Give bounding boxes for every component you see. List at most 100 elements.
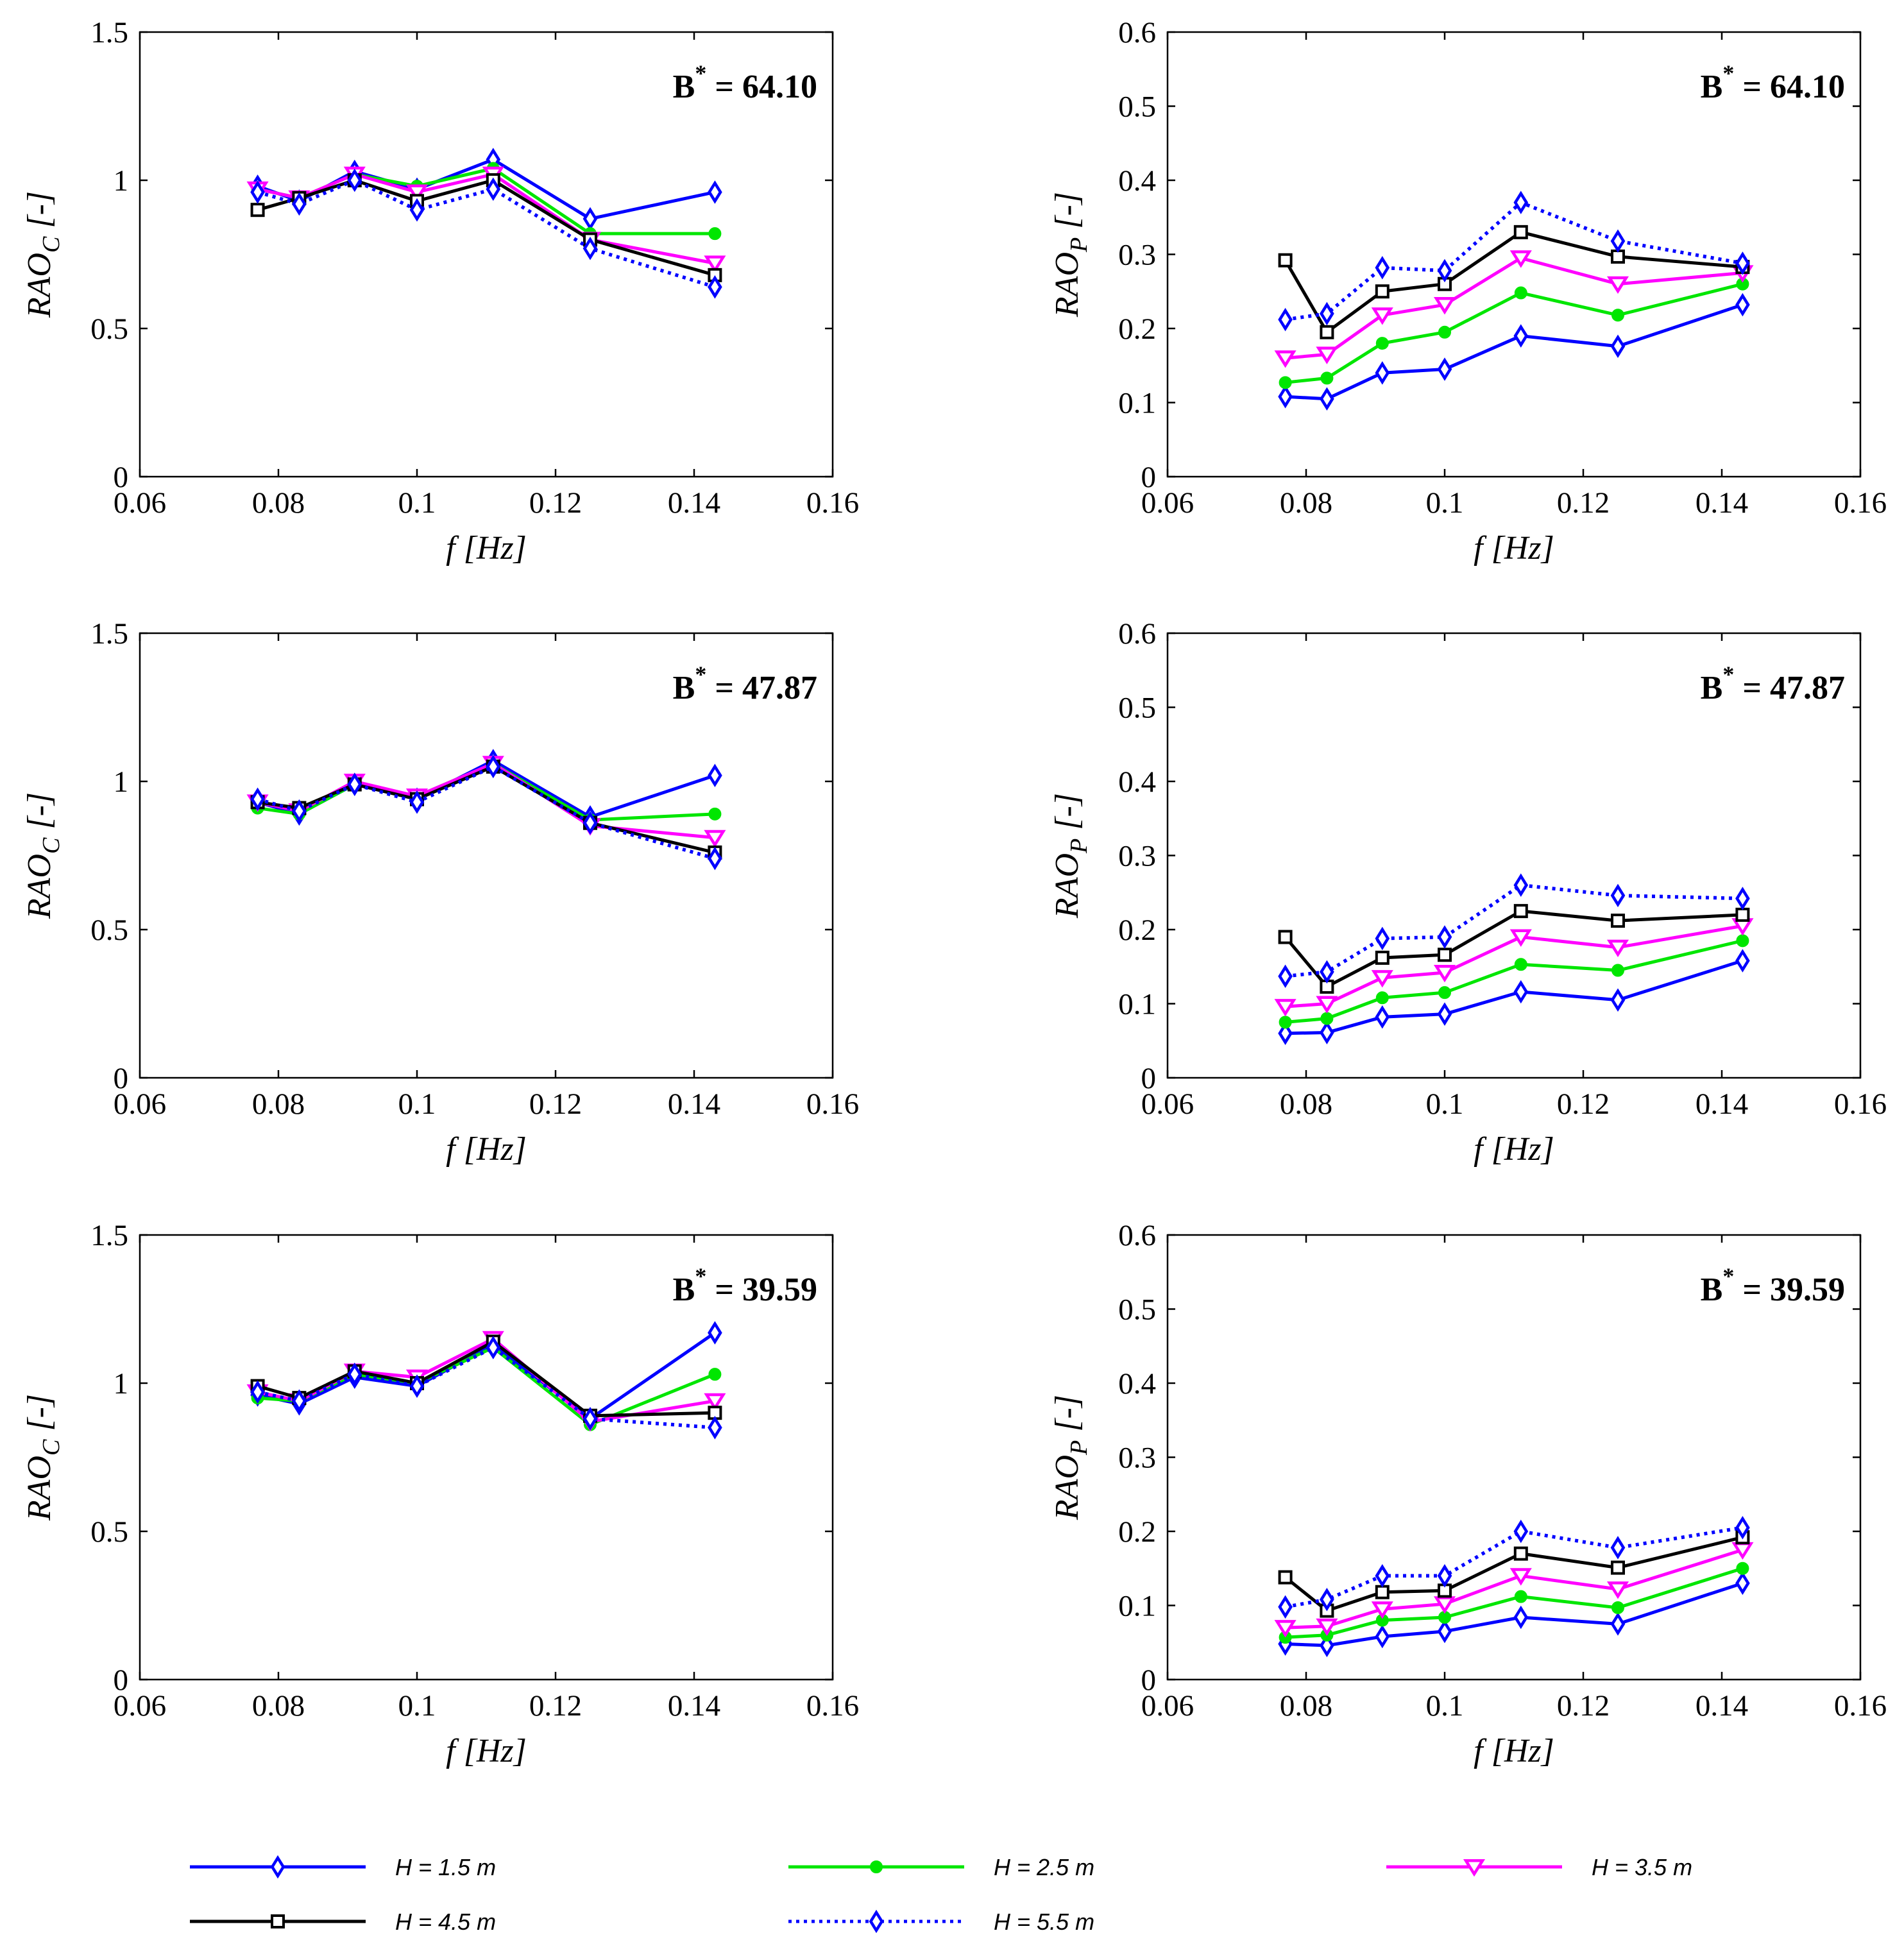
data-point <box>1736 934 1749 948</box>
data-point <box>250 203 265 217</box>
series-line <box>1285 1581 1744 1647</box>
x-tick-label: 0.06 <box>114 486 166 520</box>
data-point <box>1320 1021 1334 1044</box>
y-tick-label: 0 <box>114 1664 129 1697</box>
data-point <box>1320 371 1334 385</box>
data-point <box>1610 334 1626 358</box>
legend-marker <box>870 1860 883 1873</box>
y-tick-label: 0.3 <box>1118 239 1156 272</box>
data-point <box>409 1374 425 1398</box>
x-tick-label: 0.12 <box>529 486 582 520</box>
y-tick-label: 0.1 <box>1118 1590 1156 1623</box>
annotation-b: B <box>1701 69 1723 105</box>
series-line <box>1285 1526 1743 1609</box>
data-point <box>1274 999 1296 1017</box>
x-tick-label: 0.12 <box>1557 1087 1610 1121</box>
data-point <box>1375 1005 1390 1029</box>
legend-marker <box>271 1914 285 1928</box>
x-tick-label: 0.12 <box>529 1689 582 1723</box>
panel-annotation: B* = 64.10 <box>1701 60 1845 105</box>
data-point <box>1514 1590 1527 1603</box>
legend-item-1: H = 1.5 m <box>190 1854 496 1880</box>
axes-box <box>139 1234 834 1681</box>
series-h-5-5-m <box>250 754 722 871</box>
data-point <box>708 275 722 299</box>
data-point <box>1375 1624 1390 1649</box>
data-point <box>1438 948 1452 962</box>
y-label-main: RAO <box>21 253 58 318</box>
series-h-2-5-m <box>1279 277 1749 389</box>
data-point <box>1611 964 1624 977</box>
data-point <box>1610 1612 1626 1636</box>
data-point <box>1437 1619 1452 1644</box>
data-point <box>1375 991 1389 1005</box>
x-tick-label: 0.08 <box>252 1689 305 1723</box>
data-point <box>405 184 429 202</box>
data-point <box>1375 361 1390 385</box>
data-point <box>250 1380 265 1404</box>
data-point <box>1513 225 1528 239</box>
axes-box <box>139 632 834 1079</box>
y-tick-label: 0.5 <box>1118 90 1156 124</box>
series-h-5-5-m <box>250 168 722 299</box>
panel-annotation: B* = 47.87 <box>1701 661 1845 706</box>
data-point <box>1611 309 1624 322</box>
annotation-b: B <box>673 670 695 706</box>
data-point <box>1433 297 1456 315</box>
y-tick-label: 0.6 <box>1118 16 1156 49</box>
y-tick-label: 0 <box>1141 1664 1157 1697</box>
series-line <box>257 173 715 265</box>
series-h-5-5-m <box>250 1336 722 1440</box>
data-point <box>1274 350 1296 368</box>
x-tick-label: 0.06 <box>1141 1689 1194 1723</box>
data-point <box>1279 1016 1292 1029</box>
data-point <box>1278 930 1293 944</box>
y-label-unit: [-] <box>21 1394 58 1440</box>
y-tick-label: 0.4 <box>1118 164 1156 198</box>
x-tick-label: 0.16 <box>1834 1087 1887 1121</box>
data-point <box>1606 276 1629 294</box>
y-tick-label: 0.4 <box>1118 1367 1156 1400</box>
data-point <box>1375 284 1390 299</box>
data-point <box>1606 1581 1629 1599</box>
legend-marker <box>270 1855 285 1879</box>
data-point <box>1610 229 1626 253</box>
chart-panel-1: 0.06 0.08 0.1 0.12 0.14 0.16 0 0.5 1 1.5 f [Hz] RAO… <box>21 16 859 566</box>
data-point <box>1735 887 1750 910</box>
series-line <box>1284 909 1743 989</box>
chart-panel-6: 0.06 0.08 0.1 0.12 0.14 0.16 0 0.1 0.2 0.3 0.4 0.5 0… <box>1049 1219 1887 1769</box>
data-point <box>292 1389 307 1413</box>
data-point <box>1320 387 1334 411</box>
data-point <box>1611 914 1625 928</box>
annotation-star: * <box>1722 1263 1734 1289</box>
series-h-4-5-m <box>250 173 722 282</box>
y-axis-label: RAOC [-] <box>21 1394 65 1521</box>
data-point <box>347 168 362 192</box>
legend: H = 1.5 m H = 2.5 m H = 3.5 m H = 4.5 m H = … <box>190 1854 1692 1935</box>
data-point <box>1437 1002 1452 1026</box>
x-tick-label: 0.08 <box>252 1087 305 1121</box>
x-tick-label: 0.1 <box>398 1087 436 1121</box>
x-tick-label: 0.14 <box>1696 1087 1748 1121</box>
data-point <box>1279 376 1292 389</box>
y-tick-label: 0.5 <box>1118 692 1156 725</box>
data-point <box>347 772 362 796</box>
data-point <box>1375 926 1390 951</box>
x-tick-label: 0.16 <box>806 486 859 520</box>
data-point <box>1278 253 1293 268</box>
y-label-subscript: C <box>38 1439 65 1456</box>
data-point <box>1513 1605 1529 1630</box>
x-axis-label: f [Hz] <box>1474 1733 1554 1769</box>
y-label-subscript: P <box>1066 237 1092 253</box>
data-point <box>1513 980 1529 1004</box>
x-tick-label: 0.14 <box>1696 486 1748 520</box>
data-point <box>1371 1601 1393 1619</box>
x-tick-label: 0.12 <box>1557 486 1610 520</box>
data-point <box>1610 988 1626 1012</box>
x-tick-label: 0.1 <box>398 486 436 520</box>
data-point <box>1320 1633 1334 1658</box>
data-point <box>1316 346 1338 364</box>
data-point <box>1735 1515 1750 1540</box>
panel-annotation: B* = 39.59 <box>673 1263 817 1308</box>
data-point <box>1433 964 1456 983</box>
